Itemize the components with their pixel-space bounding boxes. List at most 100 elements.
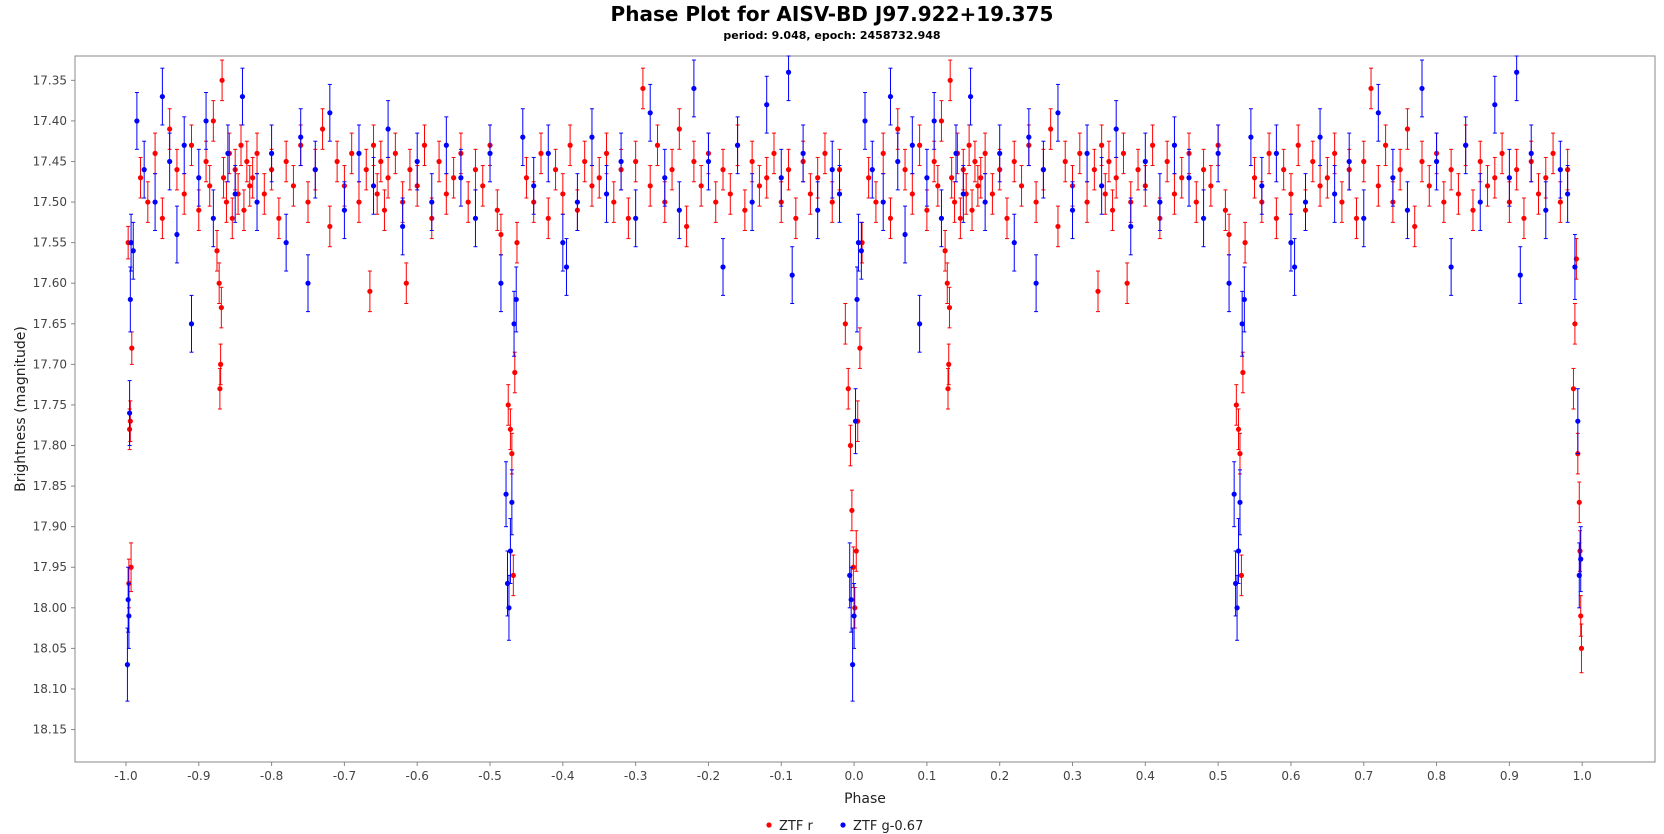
data-point — [480, 183, 486, 189]
data-point — [852, 418, 859, 424]
y-tick-label: 17.70 — [33, 357, 67, 371]
data-point — [465, 199, 471, 205]
data-point — [1113, 126, 1119, 132]
data-point — [1368, 85, 1374, 92]
data-point — [691, 158, 697, 165]
data-point — [1011, 158, 1017, 165]
data-point — [966, 142, 972, 148]
data-point — [1578, 613, 1584, 619]
data-point — [1463, 142, 1469, 148]
y-tick-label: 17.90 — [33, 520, 67, 534]
data-point — [880, 199, 886, 205]
data-point — [214, 248, 220, 254]
x-tick-label: 0.2 — [990, 769, 1009, 783]
data-point — [327, 110, 333, 116]
data-point — [917, 321, 923, 327]
data-point — [507, 548, 514, 554]
data-point — [1234, 605, 1240, 611]
data-point — [654, 142, 661, 148]
data-point — [880, 150, 886, 156]
x-tick-label: -0.6 — [406, 769, 429, 783]
y-tick-label: 18.00 — [33, 601, 67, 615]
data-point — [414, 158, 420, 165]
data-point — [174, 167, 180, 173]
data-point — [137, 175, 144, 181]
data-point — [203, 118, 209, 124]
data-point — [1302, 199, 1309, 205]
y-axis: 17.35 17.40 17.45 17.50 17.55 17.60 17.65 17.70… — [33, 73, 75, 737]
data-point — [223, 199, 230, 205]
data-point — [400, 223, 406, 230]
data-point — [341, 207, 348, 213]
legend-label-ztf-g: ZTF g-0.67 — [853, 819, 923, 834]
data-point — [498, 231, 504, 238]
data-point — [283, 240, 289, 246]
data-point — [720, 167, 726, 173]
data-point — [949, 175, 955, 181]
data-point — [1102, 191, 1108, 197]
data-point — [1332, 150, 1338, 156]
data-point — [1215, 150, 1221, 156]
data-point — [312, 167, 318, 173]
data-point — [951, 199, 958, 205]
data-point — [1040, 167, 1046, 173]
data-point — [1492, 175, 1498, 181]
data-point — [618, 158, 624, 165]
data-point — [1570, 386, 1577, 392]
y-tick-label: 17.65 — [33, 317, 67, 331]
data-point — [229, 215, 235, 221]
data-point — [436, 158, 442, 165]
data-point — [1273, 150, 1279, 156]
data-point — [1235, 548, 1242, 554]
data-point — [219, 77, 225, 83]
data-point — [319, 126, 326, 132]
data-point — [520, 134, 526, 140]
data-point — [1033, 280, 1039, 286]
data-point — [392, 150, 398, 156]
data-point — [854, 296, 860, 303]
data-point — [1142, 158, 1148, 165]
data-point — [458, 175, 464, 181]
y-tick-label: 17.60 — [33, 276, 67, 290]
data-point — [134, 118, 140, 124]
data-point — [1004, 215, 1010, 221]
data-point — [873, 199, 879, 205]
data-point — [210, 118, 216, 124]
data-point — [633, 158, 639, 165]
data-point — [1239, 321, 1245, 327]
x-axis: -1.0 -0.9 -0.8 -0.7 -0.6 -0.5 -0.4 -0.3 -0.2 -0.1… — [114, 762, 1592, 783]
data-point — [238, 142, 244, 148]
data-point — [764, 102, 770, 108]
series-ztf-r — [125, 59, 1585, 674]
data-point — [815, 175, 821, 181]
data-point — [1310, 158, 1316, 165]
y-tick-label: 18.05 — [33, 641, 67, 655]
data-point — [789, 272, 795, 278]
data-point — [167, 126, 173, 132]
data-point — [356, 150, 362, 156]
data-point — [848, 597, 854, 603]
data-point — [1251, 175, 1258, 181]
data-point — [1150, 142, 1156, 148]
data-point — [538, 150, 544, 156]
data-point — [589, 134, 595, 140]
data-point — [989, 191, 996, 197]
data-point — [1273, 215, 1279, 221]
data-point — [1324, 175, 1330, 181]
data-point — [451, 175, 457, 181]
data-point — [1011, 240, 1017, 246]
y-tick-label: 17.85 — [33, 479, 67, 493]
data-point — [127, 296, 133, 303]
data-point — [1106, 158, 1112, 165]
data-point — [1455, 191, 1462, 197]
data-point — [866, 175, 872, 181]
data-point — [1091, 167, 1097, 173]
data-point — [1235, 426, 1242, 432]
data-point — [947, 77, 953, 83]
data-point — [1120, 150, 1127, 156]
data-point — [487, 150, 493, 156]
data-point — [972, 158, 978, 165]
data-point — [1550, 150, 1556, 156]
data-point — [1484, 183, 1491, 189]
